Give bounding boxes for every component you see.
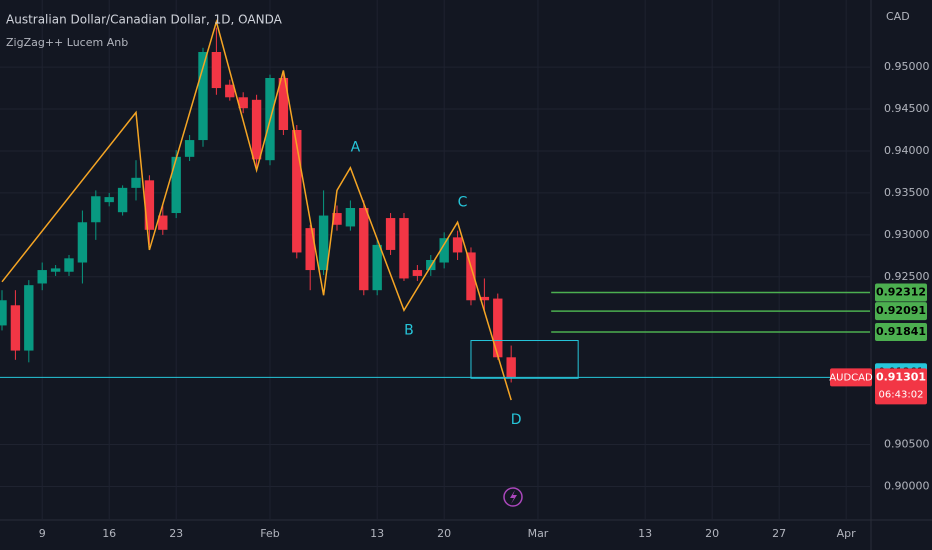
- last-price-tag: [875, 368, 927, 405]
- pattern-label: C: [458, 194, 468, 210]
- candle-body: [211, 52, 222, 89]
- candle-body: [493, 298, 503, 358]
- candle-body: [479, 296, 490, 301]
- candle-body: [104, 197, 114, 203]
- level-label: 0.92091: [876, 304, 926, 317]
- x-tick-label: Feb: [260, 527, 279, 540]
- y-tick-label: 0.92500: [884, 270, 930, 283]
- level-tag: [875, 283, 927, 302]
- last-price-label: 0.91301: [876, 370, 926, 383]
- level-label: 0.91841: [876, 325, 926, 338]
- pattern-label: D: [511, 412, 522, 428]
- level-tag: [875, 302, 927, 321]
- x-tick-label: 9: [39, 527, 46, 540]
- candle-body: [10, 305, 21, 351]
- candle-body: [452, 237, 463, 253]
- candle-body: [225, 84, 235, 98]
- candle-body: [385, 218, 396, 250]
- candle-body: [117, 187, 128, 213]
- candle-body: [131, 177, 141, 188]
- candle-body: [77, 222, 88, 263]
- candle-body: [238, 97, 248, 109]
- level-tag: [875, 323, 927, 342]
- y-tick-label: 0.90000: [884, 479, 930, 492]
- candle-body: [292, 130, 302, 253]
- level-label: 0.92312: [876, 286, 926, 299]
- x-tick-label: Mar: [528, 527, 549, 540]
- candle-body: [466, 252, 476, 301]
- candle-body: [412, 270, 423, 276]
- candle-body: [305, 228, 315, 271]
- x-tick-label: 23: [169, 527, 183, 540]
- alert-bolt: [510, 490, 517, 504]
- x-tick-label: 20: [705, 527, 719, 540]
- candle-body: [24, 285, 34, 351]
- x-tick-label: 16: [102, 527, 116, 540]
- candle-body: [50, 268, 61, 272]
- symbol-tag: [830, 368, 872, 387]
- y-tick-label: 0.94000: [884, 144, 930, 157]
- candle-body: [144, 180, 155, 230]
- symbol-label: AUDCAD: [829, 372, 873, 383]
- candle-body: [37, 270, 47, 284]
- candle-body: [158, 215, 168, 230]
- candle-body: [345, 208, 356, 227]
- candle-body: [439, 238, 449, 263]
- y-tick-label: 0.94500: [884, 102, 930, 115]
- indicator-name: ZigZag++ Lucem Anb: [6, 36, 128, 49]
- candle-body: [399, 218, 409, 279]
- candle-body: [184, 140, 195, 157]
- candle-body: [318, 215, 329, 271]
- y-tick-label: 0.95000: [884, 60, 930, 73]
- y-tick-label: 0.93000: [884, 228, 930, 241]
- candle-body: [359, 208, 369, 291]
- candle-body: [198, 52, 208, 141]
- x-tick-label: 13: [370, 527, 384, 540]
- currency-label: CAD: [886, 10, 910, 23]
- candle-body: [278, 78, 289, 130]
- chart-title: Australian Dollar/Canadian Dollar, 1D, O…: [6, 13, 283, 27]
- countdown-label: 06:43:02: [879, 389, 924, 400]
- x-tick-label: Apr: [837, 527, 857, 540]
- x-tick-label: 13: [638, 527, 652, 540]
- candle-body: [0, 300, 7, 326]
- x-tick-label: 20: [437, 527, 451, 540]
- x-tick-label: 27: [772, 527, 786, 540]
- candle-body: [64, 258, 74, 272]
- y-tick-label: 0.93500: [884, 186, 930, 199]
- pattern-label: B: [404, 322, 414, 338]
- candle-body: [171, 156, 181, 214]
- pattern-box: [470, 340, 579, 379]
- alert-icon[interactable]: [503, 487, 523, 507]
- plot: [0, 0, 870, 520]
- pattern-label: A: [351, 140, 361, 156]
- zigzag-line: [1, 19, 512, 401]
- candle-body: [332, 213, 342, 225]
- candle-body: [251, 99, 262, 160]
- candle-body: [372, 244, 382, 291]
- candle-body: [506, 357, 516, 378]
- candle-body: [91, 196, 101, 223]
- y-tick-label: 0.90500: [884, 438, 930, 451]
